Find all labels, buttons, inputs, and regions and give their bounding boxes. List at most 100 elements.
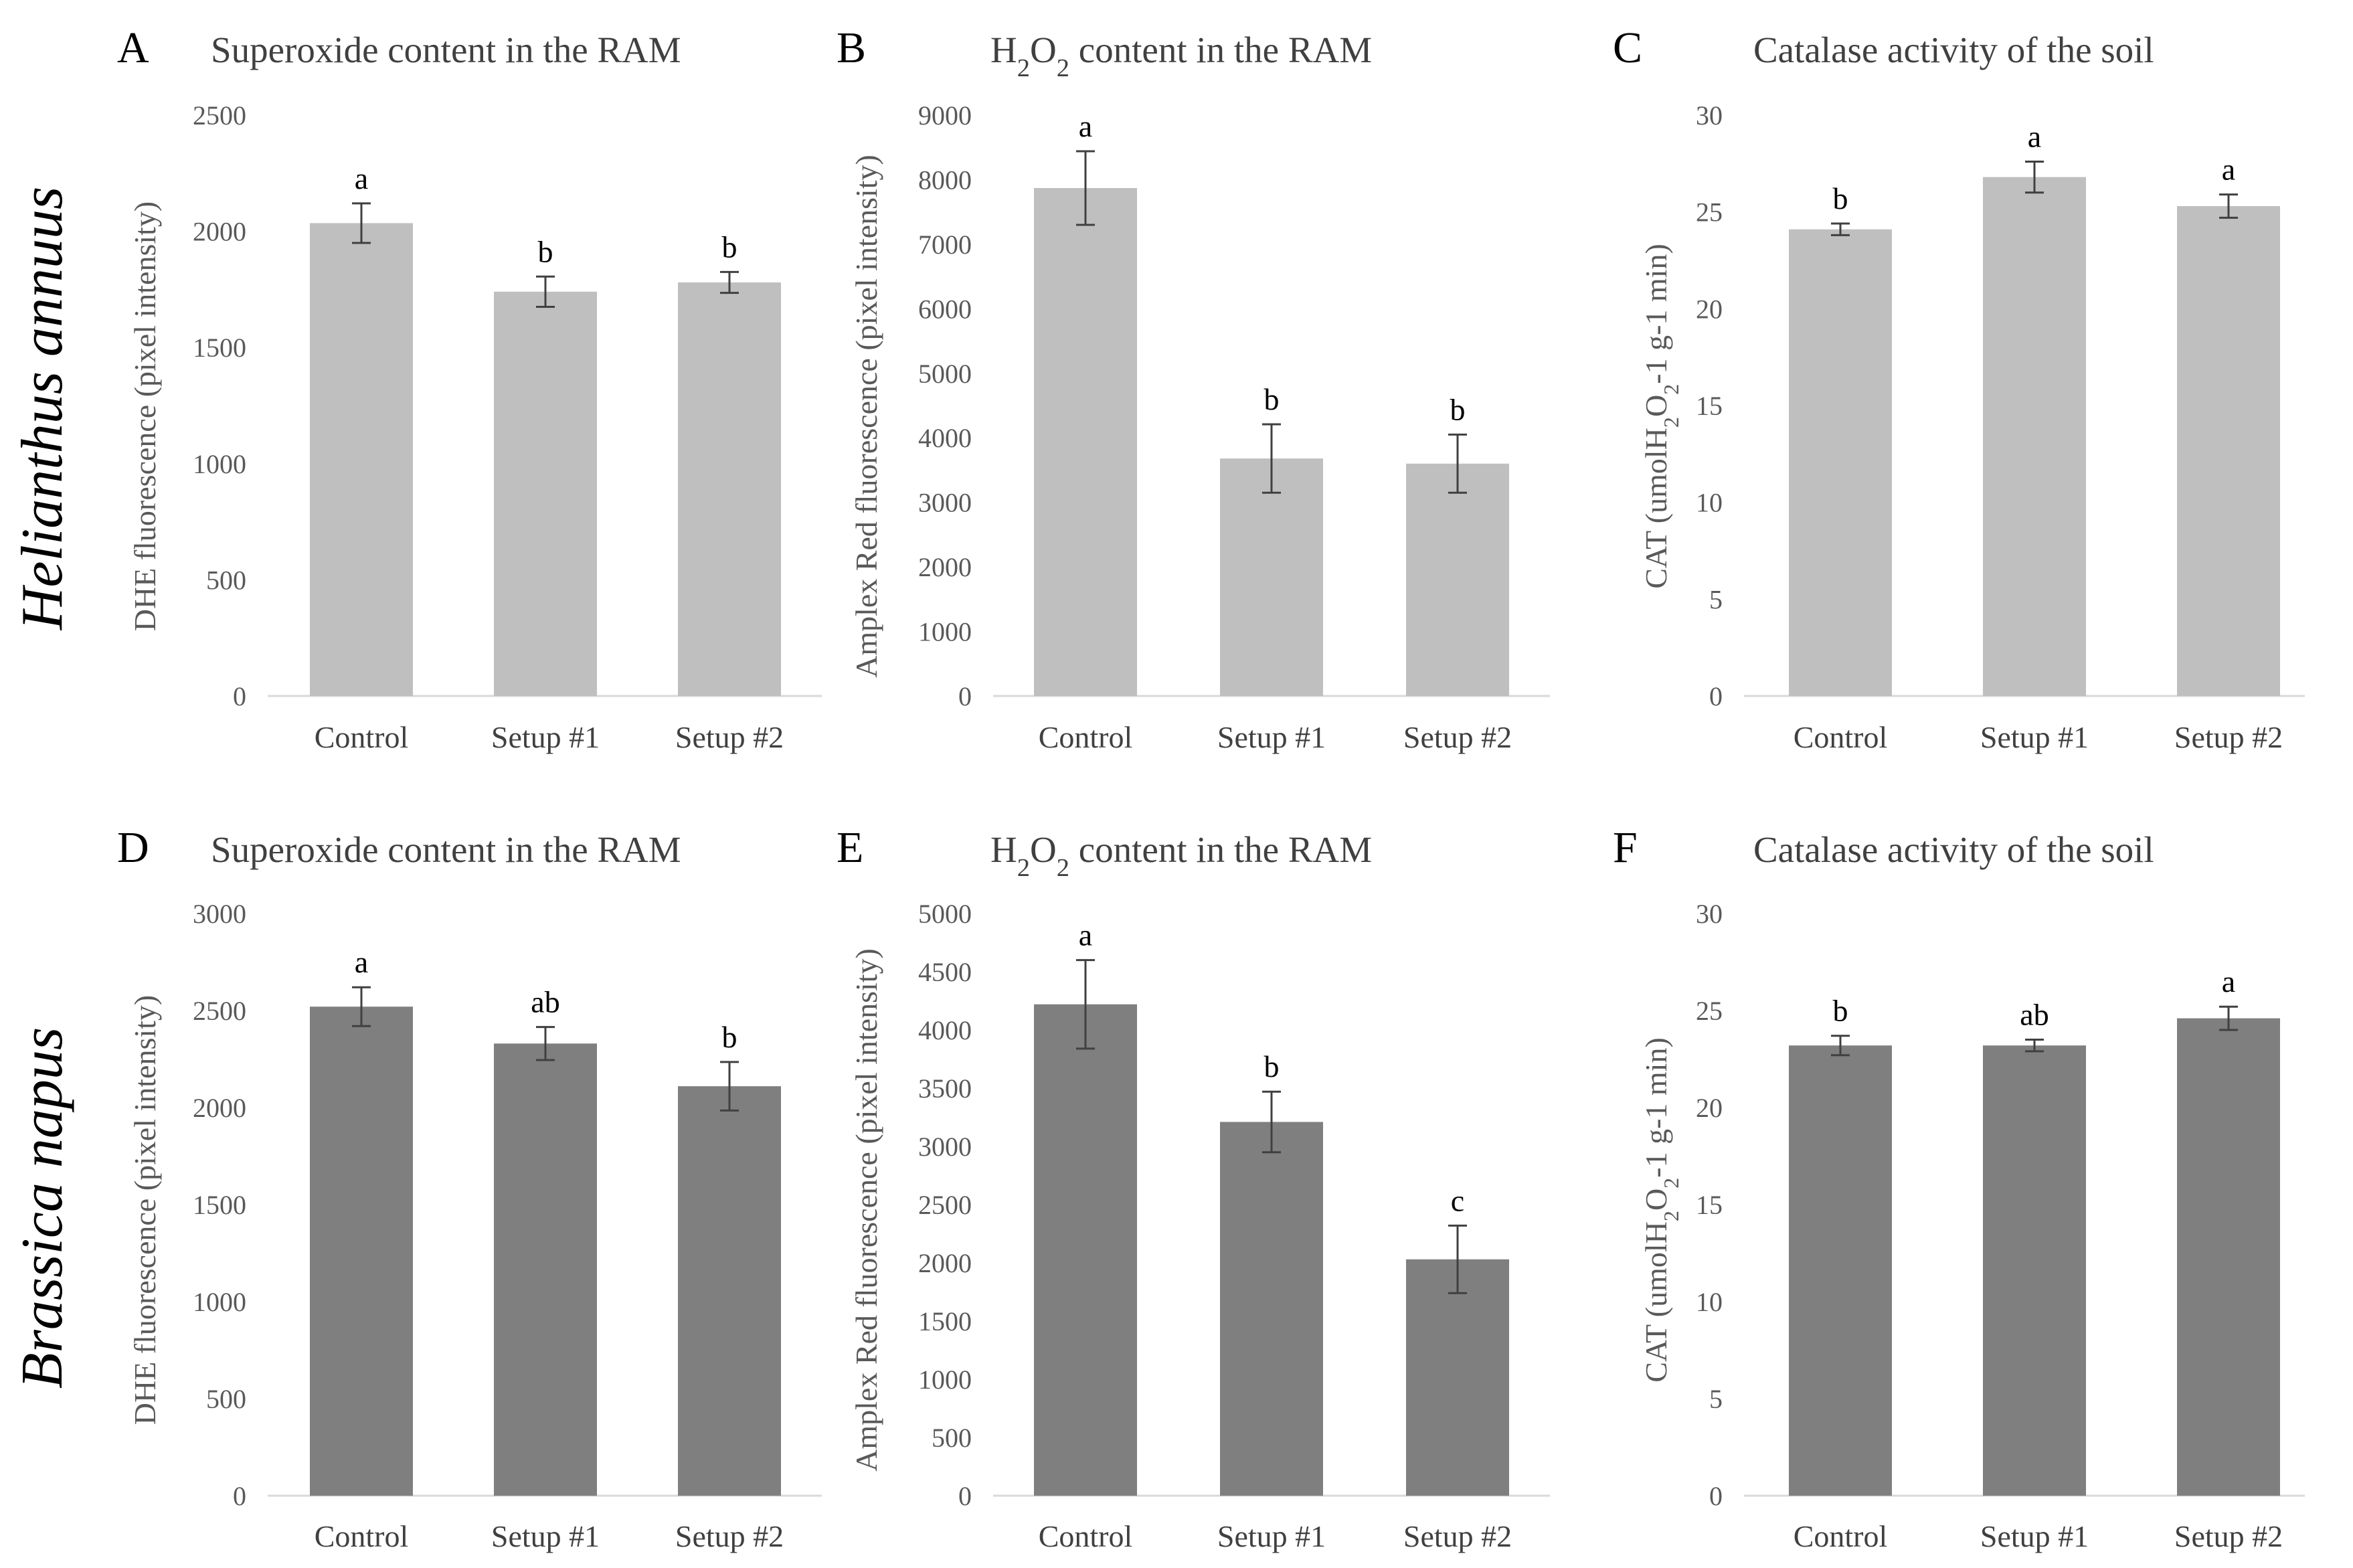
panel-e-ytick-label-3: 1500 bbox=[918, 1306, 972, 1336]
panel-c-ytick-label-1: 5 bbox=[1709, 584, 1723, 614]
panel-b-ytick-label-6: 6000 bbox=[918, 294, 972, 324]
panel-e-ytick-label-9: 4500 bbox=[918, 957, 972, 987]
panel-a-title-part-pre: Superoxide content in the RAM bbox=[211, 29, 681, 70]
panel-d-y-axis-label-part-pre: DHE fluorescence (pixel intensity) bbox=[128, 995, 162, 1425]
panel-b-significance-2: b bbox=[1450, 392, 1466, 426]
panel-f-ytick-label-6: 30 bbox=[1696, 899, 1723, 929]
panel-b-category-label-2: Setup #2 bbox=[1403, 720, 1512, 754]
panel-f-ytick-label-5: 25 bbox=[1696, 996, 1723, 1026]
panel-e-title-part-pre: H bbox=[990, 829, 1017, 870]
panel-e: E H2O2 content in the RAM0500100015002000… bbox=[837, 823, 1550, 1553]
panel-f-ytick-label-0: 0 bbox=[1709, 1481, 1723, 1511]
panel-c-ytick-label-5: 25 bbox=[1696, 197, 1723, 228]
panel-d-ytick-label-5: 2500 bbox=[193, 996, 246, 1026]
panel-f-bar-2 bbox=[2177, 1018, 2280, 1496]
panel-f-y-axis-label-part-pre: CAT (umolH bbox=[1639, 1221, 1673, 1383]
panel-f-y-axis-label: CAT (umolH2O2-1 g-1 min) bbox=[1639, 1037, 1683, 1383]
panel-b: B H2O2 content in the RAM0100020003000400… bbox=[837, 23, 1550, 754]
panel-b-title-part-pre: H bbox=[990, 29, 1017, 70]
panel-d-category-label-0: Control bbox=[315, 1519, 409, 1553]
panel-e-title-part-mid: O bbox=[1030, 829, 1057, 870]
panel-f-y-axis-label-part-sub1: 2 bbox=[1659, 1211, 1683, 1221]
panel-b-title-part-mid: O bbox=[1030, 29, 1057, 70]
panel-c-ytick-label-4: 20 bbox=[1696, 294, 1723, 324]
panel-b-y-axis-label: Amplex Red fluorescence (pixel intensity… bbox=[849, 155, 883, 678]
panel-e-bar-0 bbox=[1034, 1004, 1137, 1496]
panel-a-ytick-label-3: 1500 bbox=[193, 333, 246, 363]
panel-b-bar-2 bbox=[1406, 463, 1509, 696]
panel-a-ytick-label-0: 0 bbox=[233, 681, 246, 711]
panel-f-ytick-label-2: 10 bbox=[1696, 1287, 1723, 1317]
panel-c-y-axis-label: CAT (umolH2O2-1 g-1 min) bbox=[1639, 244, 1683, 589]
panel-d-category-label-2: Setup #2 bbox=[675, 1519, 784, 1553]
panel-c-title-part-pre: Catalase activity of the soil bbox=[1753, 29, 2154, 70]
panel-a-y-axis-label: DHE fluorescence (pixel intensity) bbox=[128, 201, 162, 632]
panel-a-ytick-label-1: 500 bbox=[206, 565, 246, 595]
panel-c-title: Catalase activity of the soil bbox=[1753, 29, 2154, 70]
panel-a-letter: A bbox=[117, 23, 149, 72]
panel-c: C Catalase activity of the soil 0 5 10 15 20 25… bbox=[1613, 23, 2305, 754]
panel-c-y-axis-label-part-post: -1 g-1 min) bbox=[1639, 244, 1673, 384]
panel-a-ytick-label-2: 1000 bbox=[193, 449, 246, 479]
panel-c-category-label-0: Control bbox=[1794, 720, 1888, 754]
panel-e-letter: E bbox=[837, 823, 863, 872]
panel-b-title: H2O2 content in the RAM bbox=[990, 29, 1372, 82]
panel-d-letter: D bbox=[117, 823, 149, 872]
panel-e-title-part-sub2: 2 bbox=[1057, 854, 1069, 882]
panel-d-ytick-label-1: 500 bbox=[206, 1384, 246, 1414]
panel-c-category-label-1: Setup #1 bbox=[1980, 720, 2089, 754]
panel-b-title-part-post: content in the RAM bbox=[1069, 29, 1372, 70]
panel-a-significance-1: b bbox=[538, 234, 553, 268]
panel-d: D Superoxide content in the RAM 0 500 1000 15… bbox=[117, 823, 822, 1553]
panel-f-significance-0: b bbox=[1833, 994, 1848, 1028]
panel-c-category-label-2: Setup #2 bbox=[2174, 720, 2283, 754]
panel-e-y-axis-label: Amplex Red fluorescence (pixel intensity… bbox=[849, 948, 883, 1472]
panel-c-bar-2 bbox=[2177, 205, 2280, 696]
panel-a-category-label-0: Control bbox=[315, 720, 409, 754]
panel-a-y-axis-label-part-pre: DHE fluorescence (pixel intensity) bbox=[128, 201, 162, 632]
panel-b-title-part-sub1: 2 bbox=[1017, 54, 1030, 82]
panel-d-significance-0: a bbox=[355, 945, 368, 979]
panel-e-category-label-2: Setup #2 bbox=[1403, 1519, 1512, 1553]
panel-a: A Superoxide content in the RAM 0 500 1000 15… bbox=[117, 23, 822, 754]
panel-c-ytick-label-3: 15 bbox=[1696, 391, 1723, 421]
panel-e-category-label-0: Control bbox=[1039, 1519, 1133, 1553]
panel-b-ytick-label-9: 9000 bbox=[918, 100, 972, 130]
panel-d-title-part-pre: Superoxide content in the RAM bbox=[211, 829, 681, 870]
panel-e-significance-0: a bbox=[1079, 918, 1092, 952]
row-label-helianthus: Helianthus annuus bbox=[10, 187, 75, 630]
panel-c-y-axis-label-part-sub1: 2 bbox=[1659, 417, 1683, 428]
panel-b-bar-1 bbox=[1220, 458, 1323, 696]
panel-e-significance-1: b bbox=[1264, 1049, 1280, 1083]
panel-d-ytick-label-4: 2000 bbox=[193, 1093, 246, 1123]
panel-a-bar-2 bbox=[678, 282, 781, 696]
panel-f-letter: F bbox=[1613, 823, 1638, 872]
panels-group: A Superoxide content in the RAM0500100015… bbox=[117, 23, 2305, 1553]
panel-b-ytick-label-7: 7000 bbox=[918, 230, 972, 260]
panel-b-ytick-label-4: 4000 bbox=[918, 423, 972, 453]
panel-f: F Catalase activity of the soil 0 5 10 15 20 25… bbox=[1613, 823, 2305, 1553]
panel-e-ytick-label-7: 3500 bbox=[918, 1073, 972, 1104]
panel-e-title-part-post: content in the RAM bbox=[1069, 829, 1372, 870]
panel-c-significance-2: a bbox=[2222, 153, 2235, 187]
panel-f-title-part-pre: Catalase activity of the soil bbox=[1753, 829, 2154, 870]
panel-e-title-part-sub1: 2 bbox=[1017, 854, 1030, 882]
panel-f-ytick-label-1: 5 bbox=[1709, 1384, 1723, 1414]
panel-b-category-label-1: Setup #1 bbox=[1217, 720, 1326, 754]
panel-d-bar-0 bbox=[310, 1007, 413, 1496]
panel-e-ytick-label-1: 500 bbox=[932, 1423, 972, 1453]
panel-e-ytick-label-6: 3000 bbox=[918, 1132, 972, 1162]
panel-f-title: Catalase activity of the soil bbox=[1753, 829, 2154, 870]
panel-d-ytick-label-2: 1000 bbox=[193, 1287, 246, 1317]
panel-c-ytick-label-6: 30 bbox=[1696, 100, 1723, 130]
panel-b-ytick-label-3: 3000 bbox=[918, 488, 972, 518]
panel-a-category-label-1: Setup #1 bbox=[491, 720, 600, 754]
panel-e-significance-2: c bbox=[1451, 1183, 1464, 1217]
panel-d-y-axis-label: DHE fluorescence (pixel intensity) bbox=[128, 995, 162, 1425]
panel-b-ytick-label-8: 8000 bbox=[918, 165, 972, 195]
panel-a-bar-0 bbox=[310, 223, 413, 696]
panel-f-significance-1: ab bbox=[2020, 998, 2049, 1032]
panel-b-significance-0: a bbox=[1079, 109, 1092, 143]
panel-c-ytick-label-0: 0 bbox=[1709, 681, 1723, 711]
